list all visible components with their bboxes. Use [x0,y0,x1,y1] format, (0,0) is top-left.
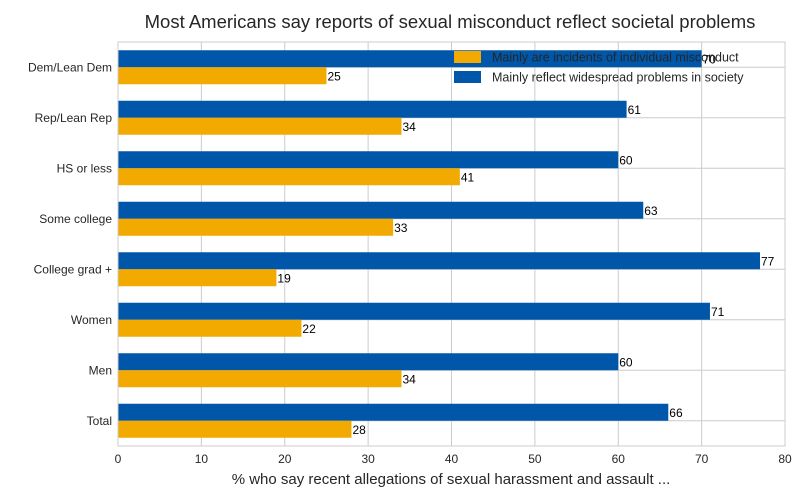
x-tick-0: 0 [115,452,122,466]
x-tick-labels: 0 10 20 30 40 50 60 70 80 [115,452,792,466]
bar-some-college-societal [118,201,644,219]
data-label-some-college-individual: 33 [394,221,408,235]
bar-men-societal [118,353,619,371]
y-tick-labels: Dem/Lean Dem Rep/Lean Rep HS or less Some c… [28,60,112,428]
data-label-hs-or-less-individual: 41 [461,170,475,184]
bar-men-individual [118,370,402,388]
data-label-rep-lean-rep-individual: 34 [402,120,416,134]
data-label-college-grad-individual: 19 [277,271,291,285]
legend-label-individual: Mainly are incidents of individual misco… [492,51,739,65]
y-tick-men: Men [89,363,112,377]
data-label-rep-lean-rep-societal: 61 [628,103,642,117]
plot-frame [117,41,786,447]
bar-total-societal [118,403,669,421]
bar-some-college-individual [118,218,394,236]
bar-hs-or-less-societal [118,151,619,169]
data-label-women-societal: 71 [711,305,725,319]
data-label-some-college-societal: 63 [644,204,658,218]
bars [118,50,760,438]
bar-women-individual [118,319,302,337]
x-axis-label: % who say recent allegations of sexual h… [232,471,671,488]
data-label-men-individual: 34 [402,372,416,386]
x-tick-70: 70 [695,452,709,466]
x-tick-80: 80 [778,452,792,466]
bar-women-societal [118,302,710,320]
y-tick-dem-lean-dem: Dem/Lean Dem [28,60,112,74]
data-label-dem-lean-dem-individual: 25 [327,69,341,83]
x-tick-10: 10 [195,452,209,466]
data-label-total-individual: 28 [352,423,366,437]
bar-dem-lean-dem-individual [118,67,327,85]
bar-college-grad-individual [118,269,277,287]
legend-label-societal: Mainly reflect widespread problems in so… [492,71,744,85]
legend-swatch-societal [454,71,481,83]
bar-hs-or-less-individual [118,168,460,186]
data-labels: 70 25 61 34 60 41 63 33 77 19 71 22 60 34 66 28 [277,52,774,437]
y-tick-rep-lean-rep: Rep/Lean Rep [35,111,113,125]
legend: Mainly are incidents of individual misco… [454,51,744,85]
bar-dem-lean-dem-societal [118,50,702,68]
data-label-total-societal: 66 [669,406,683,420]
y-tick-college-grad: College grad + [34,262,112,276]
y-tick-total: Total [87,414,112,428]
x-tick-60: 60 [612,452,626,466]
legend-swatch-individual [454,51,481,63]
y-tick-women: Women [71,313,112,327]
data-label-women-individual: 22 [302,322,316,336]
bar-total-individual [118,420,352,438]
y-tick-some-college: Some college [39,212,112,226]
x-tick-40: 40 [445,452,459,466]
data-label-dem-lean-dem-societal: 70 [703,52,717,66]
x-tick-20: 20 [278,452,292,466]
data-label-college-grad-societal: 77 [761,254,775,268]
bar-rep-lean-rep-individual [118,117,402,135]
chart-title: Most Americans say reports of sexual mis… [145,11,756,32]
y-tick-hs-or-less: HS or less [57,161,112,175]
data-label-men-societal: 60 [619,355,633,369]
x-tick-30: 30 [361,452,375,466]
x-tick-50: 50 [528,452,542,466]
data-label-hs-or-less-societal: 60 [619,153,633,167]
bar-college-grad-societal [118,252,760,270]
bar-rep-lean-rep-societal [118,100,627,118]
